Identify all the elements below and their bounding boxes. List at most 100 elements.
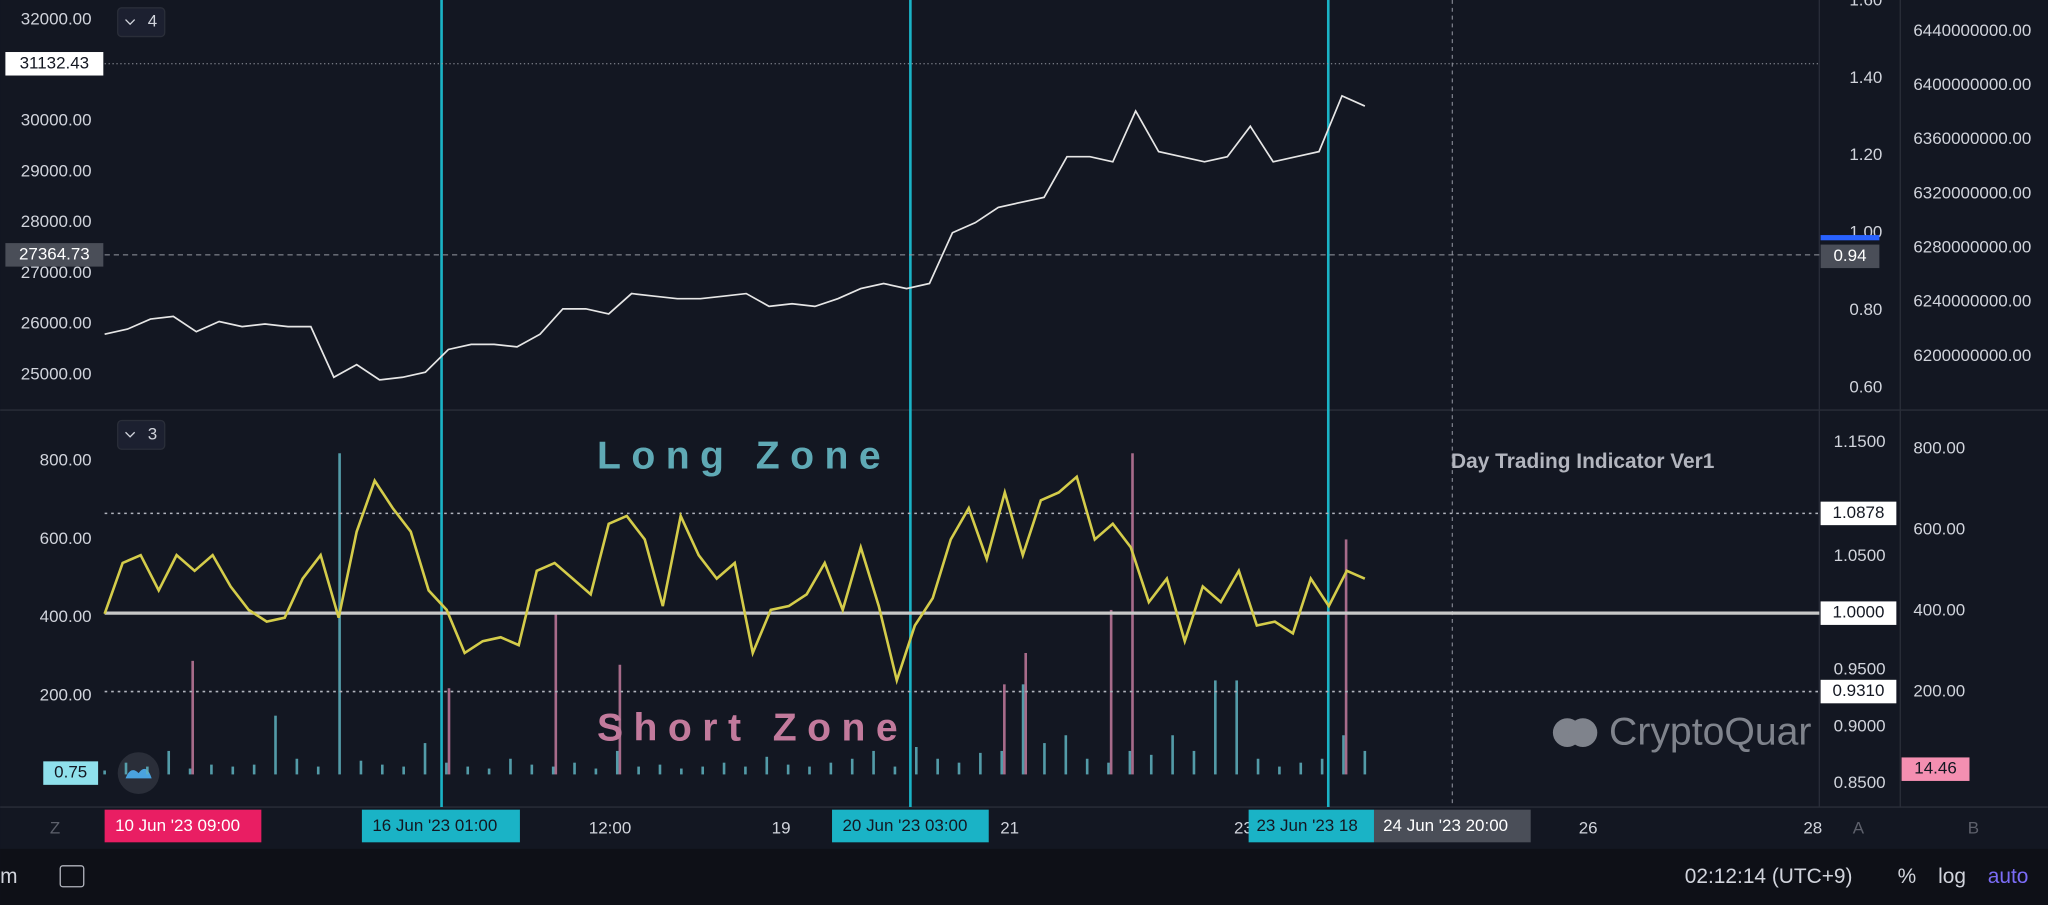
histogram-bar xyxy=(103,770,106,775)
y3-tick-label: 6400000000.00 xyxy=(1913,75,2031,94)
watermark-logo xyxy=(1568,718,1598,747)
footer-button[interactable]: % xyxy=(1898,865,1917,888)
x-tick-label: 23 xyxy=(1234,819,1253,838)
corner-button[interactable]: Z xyxy=(50,819,60,838)
histogram-bar xyxy=(979,752,982,775)
histogram-bar xyxy=(1235,680,1238,775)
date-range-button[interactable] xyxy=(59,865,85,888)
level-label-bg xyxy=(1820,601,1897,625)
y-tick-label: 800.00 xyxy=(40,451,92,470)
y2-tick-label: 1.40 xyxy=(1849,68,1882,87)
histogram-bar xyxy=(850,758,854,775)
x-highlight-label: 10 Jun '23 09:00 xyxy=(115,816,240,835)
y2-tick-label: 1.1500 xyxy=(1834,432,1886,451)
y-tick-label: 25000.00 xyxy=(21,364,92,383)
histogram-bar xyxy=(1320,758,1324,775)
y2-tick-label: 0.9500 xyxy=(1834,659,1886,678)
pane-toggle[interactable] xyxy=(117,419,166,450)
histogram-bar xyxy=(1128,750,1132,775)
short-zone-label: Short Zone xyxy=(597,706,908,749)
price-label-bg xyxy=(1820,235,1880,241)
y-tick-label: 400.00 xyxy=(40,607,92,626)
pane-toggle[interactable] xyxy=(117,7,166,38)
histogram-bar xyxy=(530,764,534,775)
logo-icon xyxy=(125,768,152,779)
histogram-bar xyxy=(1003,684,1006,775)
footer-button[interactable]: auto xyxy=(1988,865,2029,888)
histogram-bar xyxy=(872,750,875,775)
price-label-bg xyxy=(43,761,99,785)
y3-tick-label: 400.00 xyxy=(1913,601,1965,620)
histogram-bar xyxy=(466,766,470,775)
histogram-bar xyxy=(1171,735,1174,775)
y-tick-label: 200.00 xyxy=(40,686,92,705)
x-tick-label: 12:00 xyxy=(589,819,631,838)
corner-button[interactable]: B xyxy=(1968,819,1979,838)
x-highlight-label: 20 Jun '23 03:00 xyxy=(842,816,967,835)
y3-tick-label: 6240000000.00 xyxy=(1913,292,2031,311)
price-line xyxy=(103,474,1366,686)
x-tick-label: 28 xyxy=(1803,819,1822,838)
histogram-bar xyxy=(765,756,769,775)
corner-button[interactable]: A xyxy=(1853,819,1865,838)
x-axis: 10 Jun '23 09:00 16 Jun '23 01:00 12:00 … xyxy=(50,809,1979,843)
y-tick-label: 27000.00 xyxy=(21,263,92,282)
histogram-bar xyxy=(551,766,555,775)
footer-left: m xyxy=(0,865,17,888)
y2-tick-label: 0.60 xyxy=(1849,377,1882,396)
histogram-bar xyxy=(1192,750,1196,775)
histogram-bar xyxy=(744,766,747,775)
histogram-bar xyxy=(615,750,619,775)
price-label: 31132.43 xyxy=(20,53,90,72)
long-zone-label: Long Zone xyxy=(597,435,891,478)
y3-tick-label: 800.00 xyxy=(1913,439,1965,458)
histogram-bar xyxy=(957,762,961,775)
histogram-bar xyxy=(658,764,662,775)
histogram-bar xyxy=(573,762,576,775)
footer-time: 02:12:14 (UTC+9) xyxy=(1685,865,1853,888)
y-tick-label: 28000.00 xyxy=(21,212,92,231)
y-tick-label: 600.00 xyxy=(40,529,92,548)
y3-tick-label: 6200000000.00 xyxy=(1913,346,2031,365)
x-highlight xyxy=(1248,809,1374,843)
histogram-bar xyxy=(936,758,939,775)
y-tick-label: 26000.00 xyxy=(21,314,92,333)
histogram-bar xyxy=(1043,743,1046,775)
indicator-title: Day Trading Indicator Ver1 xyxy=(1451,450,1715,473)
watermark: CryptoQuar xyxy=(1552,710,1811,753)
histogram-bar xyxy=(786,764,790,775)
chevron-icon xyxy=(125,431,136,438)
x-tick-label: 19 xyxy=(772,819,791,838)
histogram-bar xyxy=(124,762,128,775)
histogram-bar xyxy=(914,747,918,775)
x-highlight xyxy=(832,809,989,843)
x-highlight-label: 16 Jun '23 01:00 xyxy=(372,816,497,835)
histogram-bar xyxy=(808,766,811,775)
level-label-bg xyxy=(1820,679,1897,704)
x-tick-label: 26 xyxy=(1579,819,1598,838)
y3-tick-label: 6440000000.00 xyxy=(1913,21,2031,40)
histogram-bar xyxy=(618,664,622,775)
level-label: 1.0000 xyxy=(1833,603,1885,622)
histogram-bar xyxy=(722,762,726,775)
histogram-bar xyxy=(316,766,320,775)
level-label-bg xyxy=(1820,501,1897,526)
histogram-bar xyxy=(637,766,640,775)
footer-button[interactable]: log xyxy=(1938,865,1966,888)
histogram-bar xyxy=(487,768,491,775)
y3-tick-label: 200.00 xyxy=(1913,682,1965,701)
footer-bar xyxy=(0,848,2048,905)
histogram-bar xyxy=(1214,680,1217,775)
histogram-bar xyxy=(1363,750,1367,775)
level-label: 1.0878 xyxy=(1833,503,1885,522)
y3-tick-label: 6320000000.00 xyxy=(1913,183,2031,202)
histogram-bar xyxy=(231,766,235,775)
x-highlight-label: 24 Jun '23 20:00 xyxy=(1383,816,1508,835)
histogram-bar xyxy=(701,766,705,775)
histogram-bar xyxy=(1000,750,1004,775)
y-tick-label: 30000.00 xyxy=(21,111,92,130)
y3-tick-label: 6360000000.00 xyxy=(1913,129,2031,148)
price-label: 14.46 xyxy=(1914,759,1956,778)
y2-tick-label: 0.8500 xyxy=(1834,773,1886,792)
